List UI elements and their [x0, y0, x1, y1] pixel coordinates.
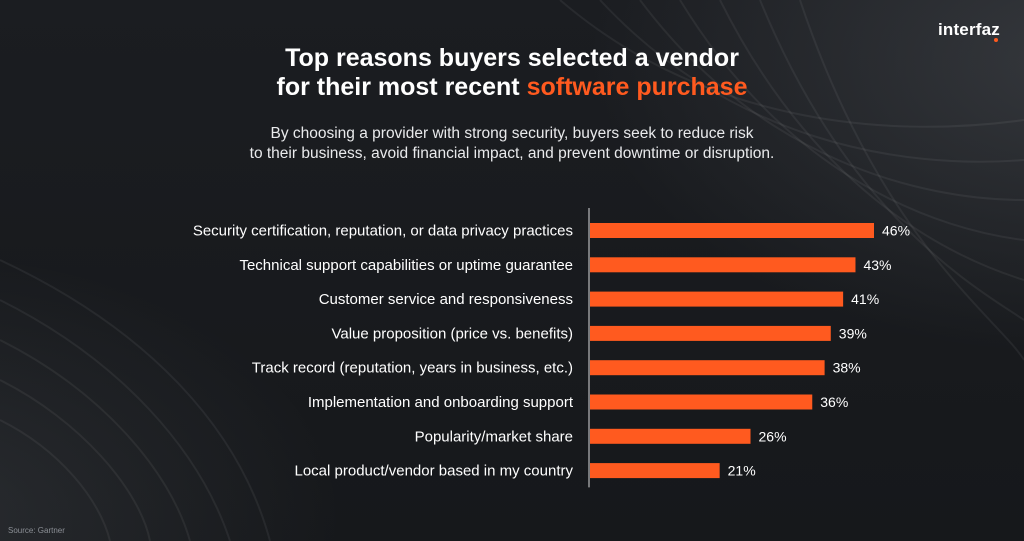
value-label-4: 38% [833, 360, 861, 376]
category-label-1: Technical support capabilities or uptime… [239, 257, 573, 274]
brand-logo: interfaz [937, 20, 1000, 39]
category-label-7: Local product/vendor based in my country [295, 463, 574, 480]
bar-chart: Security certification, reputation, or d… [0, 208, 1024, 498]
value-label-5: 36% [820, 394, 848, 410]
title-line-2: for their most recent software purchase [0, 73, 1024, 102]
value-label-0: 46% [882, 223, 910, 239]
bar-5 [590, 394, 813, 410]
bar-1 [590, 257, 856, 273]
bar-chart-svg: Security certification, reputation, or d… [193, 208, 910, 488]
category-label-0: Security certification, reputation, or d… [193, 223, 573, 240]
page-subtitle: By choosing a provider with strong secur… [0, 124, 1024, 164]
title-line-1: Top reasons buyers selected a vendor [285, 44, 739, 72]
brand-logo-dot [994, 38, 998, 42]
value-label-2: 41% [851, 291, 879, 307]
source-note: Source: Gartner [8, 526, 65, 535]
bar-2 [590, 291, 844, 307]
title-accent: software purchase [526, 73, 748, 101]
value-label-3: 39% [839, 325, 867, 341]
category-label-5: Implementation and onboarding support [308, 394, 574, 411]
bar-4 [590, 360, 825, 376]
category-label-2: Customer service and responsiveness [319, 291, 573, 308]
bar-6 [590, 428, 751, 444]
category-label-4: Track record (reputation, years in busin… [252, 360, 573, 377]
bar-0 [590, 223, 874, 238]
subtitle-line-2: to their business, avoid financial impac… [249, 145, 775, 162]
category-label-3: Value proposition (price vs. benefits) [331, 325, 573, 342]
value-label-6: 26% [759, 428, 787, 444]
value-label-7: 21% [728, 463, 756, 479]
title-line-2-plain: for their most recent [276, 73, 527, 101]
bar-7 [590, 463, 720, 479]
category-label-6: Popularity/market share [415, 428, 573, 445]
page-title: Top reasons buyers selected a vendor for… [0, 44, 1024, 102]
value-label-1: 43% [863, 257, 891, 273]
bar-3 [590, 325, 831, 341]
subtitle-line-1: By choosing a provider with strong secur… [270, 125, 754, 142]
